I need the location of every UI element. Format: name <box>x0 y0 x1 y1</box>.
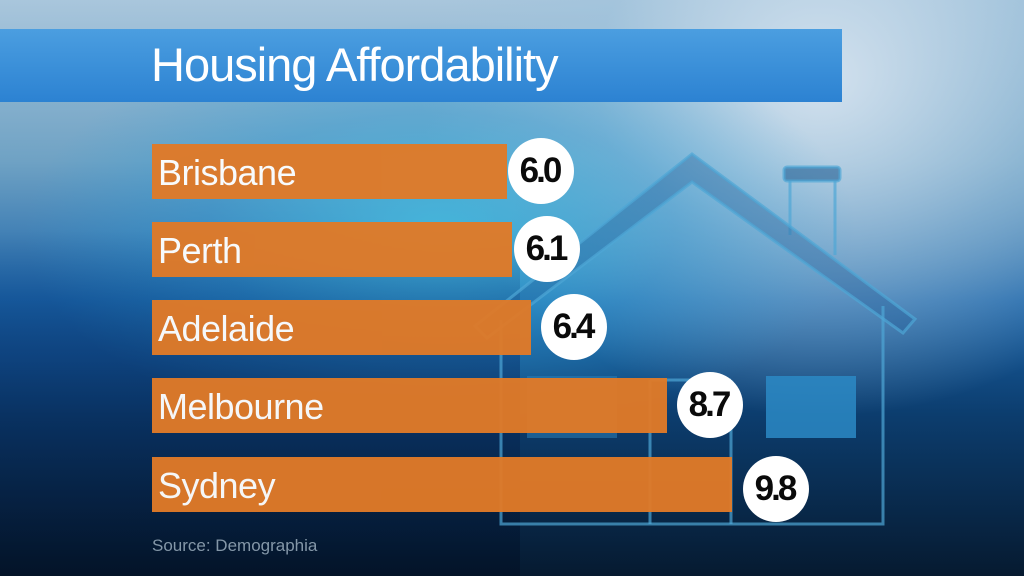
bar-label: Adelaide <box>158 308 295 349</box>
title-band <box>0 29 842 102</box>
value-badge: 6.4 <box>541 294 607 360</box>
source-note: Source: Demographia <box>152 536 318 555</box>
bar-label: Perth <box>158 230 242 271</box>
value-badge: 9.8 <box>743 456 809 522</box>
value-badge: 8.7 <box>677 372 743 438</box>
bar-adelaide: Adelaide <box>152 300 531 355</box>
value-badge: 6.0 <box>508 138 574 204</box>
chart-title: Housing Affordability <box>151 38 559 91</box>
bar-brisbane: Brisbane <box>152 144 507 199</box>
bar-label: Melbourne <box>158 386 324 427</box>
value-badge: 6.1 <box>514 216 580 282</box>
bar-label: Sydney <box>158 465 276 506</box>
bar-perth: Perth <box>152 222 512 277</box>
bar-melbourne: Melbourne <box>152 378 667 433</box>
bar-label: Brisbane <box>158 152 297 193</box>
bar-sydney: Sydney <box>152 457 732 512</box>
